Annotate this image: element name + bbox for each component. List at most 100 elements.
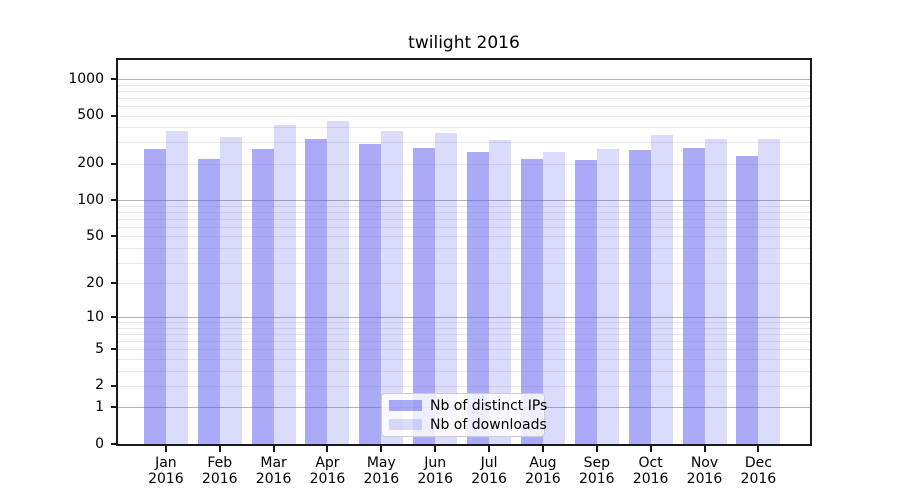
y-gridline-major (118, 79, 810, 80)
x-tick-month: Feb (207, 455, 233, 471)
y-tick-label: 50 (86, 227, 104, 244)
y-gridline-minor (118, 262, 810, 264)
legend-label: Nb of downloads (430, 416, 547, 433)
bar-downloads (165, 130, 188, 444)
bar-distinct-ips (736, 155, 759, 444)
x-tick-year: 2016 (255, 471, 292, 487)
x-tick (272, 446, 275, 452)
x-tick-label: Nov 2016 (677, 455, 733, 487)
x-tick (326, 446, 329, 452)
y-gridline-minor (118, 236, 810, 238)
y-gridline-minor (118, 283, 810, 285)
y-tick-label: 200 (77, 155, 104, 172)
y-gridline-minor (118, 322, 810, 324)
x-tick-label: Mar 2016 (246, 455, 302, 487)
y-tick (111, 162, 118, 165)
y-tick (111, 443, 118, 445)
plot-frame (116, 58, 812, 446)
bar-distinct-ips (467, 151, 490, 444)
y-tick-label: 0 (95, 435, 104, 452)
y-gridline-minor (118, 163, 810, 165)
bar-distinct-ips (574, 160, 597, 444)
x-tick-month: Jan (155, 455, 177, 471)
x-tick-label: Apr 2016 (299, 455, 355, 487)
chart-title: twilight 2016 (408, 33, 520, 53)
y-gridline-minor (118, 358, 810, 360)
y-gridline-minor (118, 84, 810, 86)
x-tick-month: Nov (690, 455, 719, 471)
x-tick-label: Jan 2016 (138, 455, 194, 487)
x-tick-label: Jun 2016 (407, 455, 463, 487)
bar-downloads (704, 139, 727, 444)
x-tick (164, 446, 167, 452)
bar-downloads (596, 148, 619, 444)
y-tick-label: 1000 (68, 70, 104, 87)
y-tick (111, 348, 118, 351)
y-gridline-minor (118, 327, 810, 329)
legend-swatch-downloads (389, 419, 422, 430)
bar-distinct-ips (359, 144, 382, 444)
x-tick-label: Dec 2016 (730, 455, 786, 487)
y-tick (111, 78, 118, 80)
y-tick (111, 282, 118, 285)
x-tick-label: Sep 2016 (569, 455, 625, 487)
bar-downloads (650, 135, 673, 444)
y-gridline-major (118, 200, 810, 202)
x-tick-month: Mar (260, 455, 287, 471)
x-tick-label: Jul 2016 (461, 455, 517, 487)
legend-label: Nb of distinct IPs (430, 397, 548, 414)
bar-downloads (273, 124, 296, 444)
y-tick-label: 2 (95, 377, 104, 394)
x-tick-year: 2016 (201, 471, 238, 487)
x-tick-year: 2016 (471, 471, 507, 487)
y-gridline-minor (118, 370, 810, 372)
bar-distinct-ips (682, 147, 705, 444)
x-tick (757, 446, 760, 452)
y-tick (111, 406, 118, 409)
y-gridline-minor (118, 385, 810, 387)
y-gridline-minor (118, 226, 810, 228)
x-tick-year: 2016 (363, 471, 400, 487)
x-tick-month: Jun (424, 455, 447, 471)
y-tick-label: 500 (77, 107, 104, 124)
x-tick-month: Oct (638, 455, 663, 471)
y-tick (111, 384, 118, 387)
bar-distinct-ips (628, 149, 651, 444)
bar-downloads (435, 132, 458, 444)
bar-downloads (489, 139, 512, 444)
y-tick (111, 114, 118, 117)
x-tick-year: 2016 (686, 471, 723, 487)
bar-downloads (327, 120, 350, 444)
y-tick-label: 1 (95, 398, 104, 415)
y-gridline-minor (118, 341, 810, 343)
y-tick-label: 100 (77, 191, 104, 208)
y-gridline-minor (118, 349, 810, 351)
y-tick (111, 316, 118, 319)
y-gridline-minor (118, 205, 810, 207)
bar-downloads (542, 151, 565, 444)
bar-distinct-ips (520, 159, 543, 444)
x-tick (541, 446, 544, 452)
legend-row: Nb of distinct IPs (389, 398, 547, 414)
legend: Nb of distinct IPs Nb of downloads (381, 393, 547, 437)
x-tick-label: Aug 2016 (515, 455, 571, 487)
legend-row: Nb of downloads (389, 417, 547, 433)
bar-distinct-ips (413, 147, 436, 444)
x-tick (703, 446, 706, 452)
x-tick (649, 446, 652, 452)
x-tick (488, 446, 491, 452)
legend-swatch-distinct-ips (389, 400, 422, 411)
y-gridline-minor (118, 105, 810, 107)
x-tick (380, 446, 383, 452)
x-tick-month: Apr (315, 455, 340, 471)
y-gridline-minor (118, 127, 810, 129)
y-tick (111, 199, 118, 202)
x-tick-month: Jul (480, 455, 498, 471)
y-tick (111, 235, 118, 238)
bar-downloads (758, 138, 781, 444)
y-gridline-minor (118, 218, 810, 220)
y-tick-label: 5 (95, 340, 104, 357)
bar-distinct-ips (251, 149, 274, 444)
x-tick-year: 2016 (417, 471, 453, 487)
